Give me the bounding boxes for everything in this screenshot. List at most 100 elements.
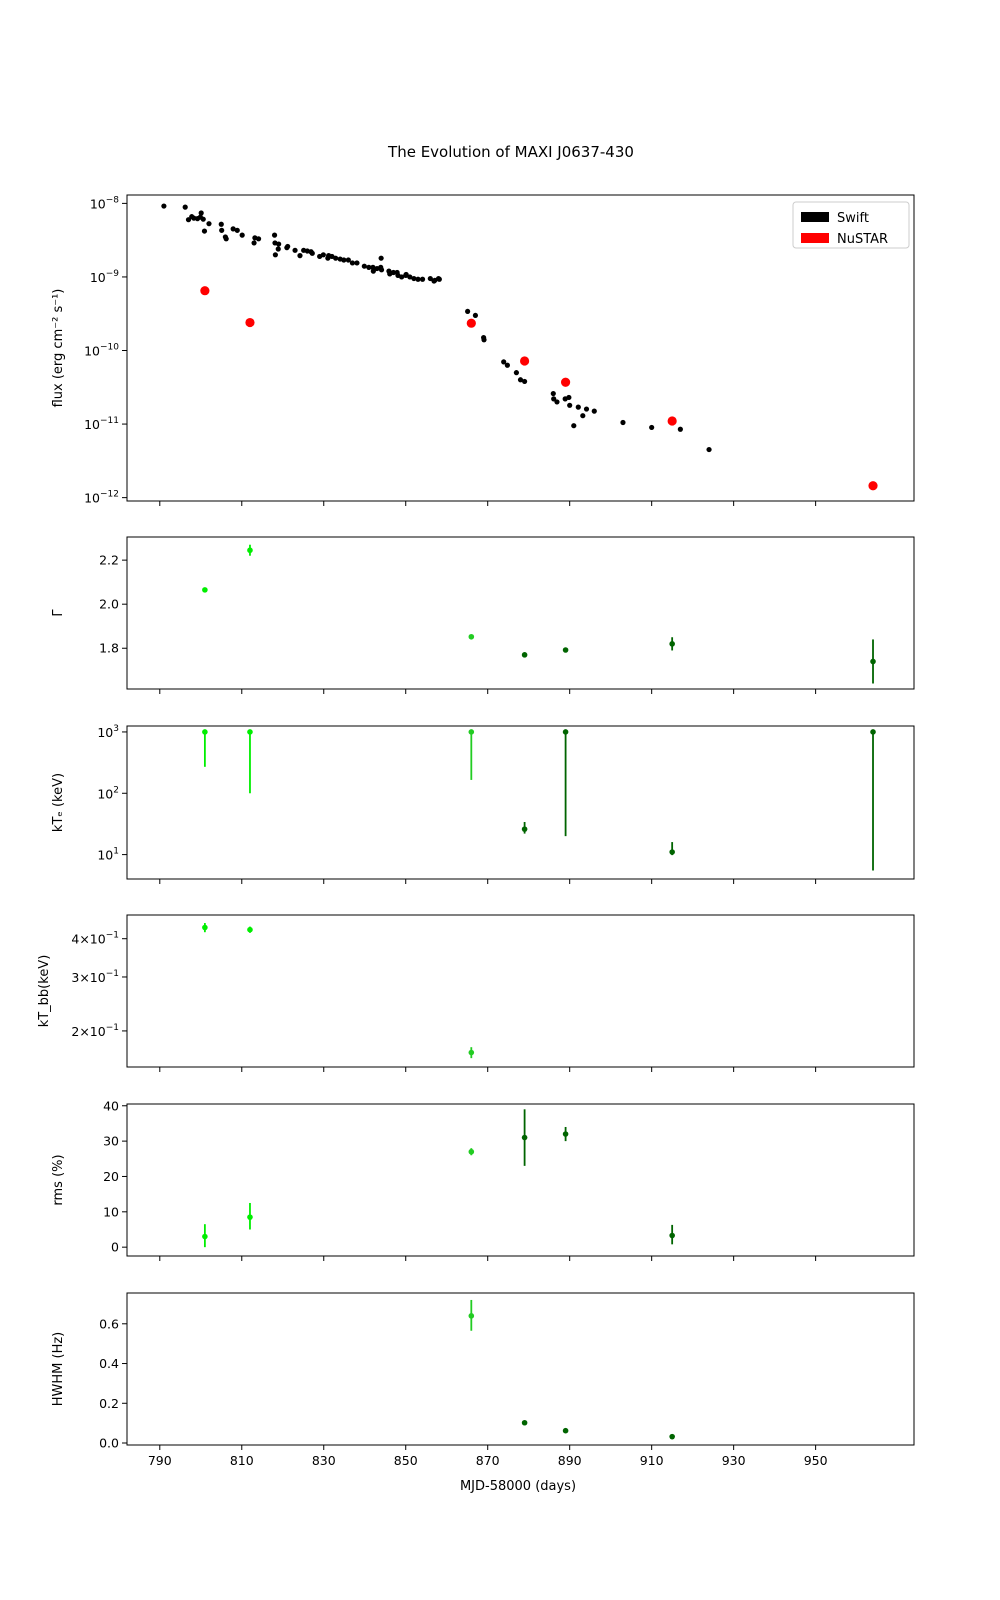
x-tick-label: 890 bbox=[558, 1453, 582, 1468]
swift-point bbox=[513, 370, 520, 376]
data-point bbox=[202, 1233, 208, 1240]
y-tick-label: 101 bbox=[97, 847, 119, 863]
panels: 10−8 10−9 10−10 10−11 10−12 flux (erg cm⁻² s⁻… bbox=[37, 194, 915, 1468]
legend-swatch-swift bbox=[801, 212, 829, 222]
y-axis-label: flux (erg cm⁻² s⁻¹) bbox=[51, 289, 66, 408]
y-axis-label: kTₑ (keV) bbox=[51, 773, 66, 832]
data-point bbox=[669, 849, 675, 855]
swift-point bbox=[333, 255, 339, 261]
y-tick-label: 2×10−1 bbox=[71, 1023, 119, 1039]
swift-point bbox=[620, 419, 626, 426]
swift-point bbox=[403, 271, 409, 278]
swift-point bbox=[427, 275, 433, 282]
x-tick-label: 830 bbox=[312, 1453, 336, 1468]
data-point bbox=[468, 1148, 475, 1155]
swift-point bbox=[677, 426, 683, 432]
panel-2: 1.8 2.0 2.2 Γ bbox=[51, 536, 915, 694]
x-tick-label: 870 bbox=[476, 1453, 500, 1468]
y-tick-label: 10 bbox=[103, 1204, 119, 1219]
swift-point bbox=[521, 378, 528, 385]
y-axis-label: rms (%) bbox=[51, 1154, 66, 1205]
data-point bbox=[562, 1131, 569, 1137]
swift-point bbox=[378, 267, 385, 273]
legend-label-nustar: NuSTAR bbox=[837, 232, 888, 247]
panel-4: 2×10−1 3×10−1 4×10−1 kT_bb(keV) bbox=[37, 914, 915, 1072]
y-tick-label: 0.6 bbox=[99, 1316, 119, 1331]
y-tick-label: 4×10−1 bbox=[71, 931, 119, 947]
data-point bbox=[468, 729, 475, 735]
swift-point bbox=[255, 236, 262, 242]
swift-point bbox=[517, 377, 524, 383]
data-point bbox=[521, 826, 528, 832]
data-point bbox=[870, 729, 876, 735]
swift-point bbox=[411, 275, 417, 282]
data-point bbox=[521, 1419, 528, 1426]
data-point bbox=[562, 647, 569, 653]
data-point bbox=[202, 924, 208, 931]
swift-point bbox=[436, 276, 442, 282]
data-point bbox=[247, 729, 253, 735]
panel-frame bbox=[126, 536, 915, 690]
swift-point bbox=[349, 260, 356, 266]
swift-point bbox=[591, 408, 597, 414]
x-tick-label: 850 bbox=[394, 1453, 418, 1468]
y-tick-label: 0.2 bbox=[99, 1396, 119, 1411]
data-point bbox=[521, 652, 528, 658]
swift-point bbox=[345, 257, 351, 263]
swift-point bbox=[575, 404, 581, 410]
swift-point bbox=[501, 359, 507, 365]
x-tick-label: 810 bbox=[230, 1453, 254, 1468]
swift-point bbox=[378, 255, 384, 261]
swift-point bbox=[185, 217, 192, 223]
swift-point bbox=[230, 226, 236, 232]
y-tick-label: 30 bbox=[103, 1134, 119, 1149]
data-point bbox=[247, 926, 253, 933]
data-point bbox=[247, 1214, 253, 1220]
y-tick-label: 10−9 bbox=[90, 269, 119, 285]
y-tick-label: 10−12 bbox=[84, 490, 119, 506]
data-point bbox=[562, 729, 569, 735]
data-point bbox=[468, 1049, 475, 1056]
swift-point bbox=[551, 396, 557, 402]
x-tick-label: 910 bbox=[640, 1453, 664, 1468]
swift-point bbox=[161, 203, 167, 209]
swift-point bbox=[550, 390, 556, 397]
swift-point bbox=[341, 257, 347, 263]
y-tick-label: 2.0 bbox=[99, 597, 119, 612]
swift-point bbox=[419, 276, 426, 282]
panel-frame bbox=[126, 194, 915, 502]
data-point bbox=[521, 1134, 528, 1141]
y-tick-label: 20 bbox=[103, 1169, 119, 1184]
swift-point bbox=[320, 252, 326, 258]
swift-point bbox=[504, 362, 510, 368]
y-axis-label: HWHM (Hz) bbox=[51, 1332, 66, 1407]
swift-point bbox=[370, 264, 376, 270]
panel-frame bbox=[126, 725, 915, 880]
data-point bbox=[669, 1232, 675, 1239]
swift-point bbox=[182, 204, 188, 210]
swift-point bbox=[583, 406, 590, 412]
swift-point bbox=[201, 228, 208, 234]
swift-point bbox=[580, 413, 586, 419]
data-point bbox=[202, 729, 208, 735]
nustar-point bbox=[245, 317, 255, 328]
y-tick-label: 10−8 bbox=[90, 195, 119, 211]
panel-6: 790 810 830 850 870 890 910 930 950 0.0 0.2 0.4 0.6 H… bbox=[51, 1292, 915, 1468]
data-point bbox=[468, 1313, 475, 1319]
legend-swatch-nustar bbox=[801, 233, 829, 243]
swift-point bbox=[465, 308, 471, 315]
y-tick-label: 103 bbox=[97, 724, 119, 740]
panel-1: 10−8 10−9 10−10 10−11 10−12 flux (erg cm⁻² s⁻… bbox=[51, 194, 915, 506]
y-axis-label: kT_bb(keV) bbox=[37, 955, 52, 1028]
y-tick-label: 10−11 bbox=[84, 416, 119, 432]
x-axis-label: MJD-58000 (days) bbox=[460, 1479, 576, 1494]
swift-point bbox=[554, 399, 560, 405]
data-point bbox=[870, 658, 876, 665]
panel-frame bbox=[126, 1103, 915, 1257]
nustar-point bbox=[200, 286, 210, 296]
y-axis-label: Γ bbox=[51, 609, 66, 617]
nustar-point bbox=[519, 356, 530, 366]
nustar-point bbox=[868, 481, 878, 491]
swift-point bbox=[285, 243, 291, 250]
